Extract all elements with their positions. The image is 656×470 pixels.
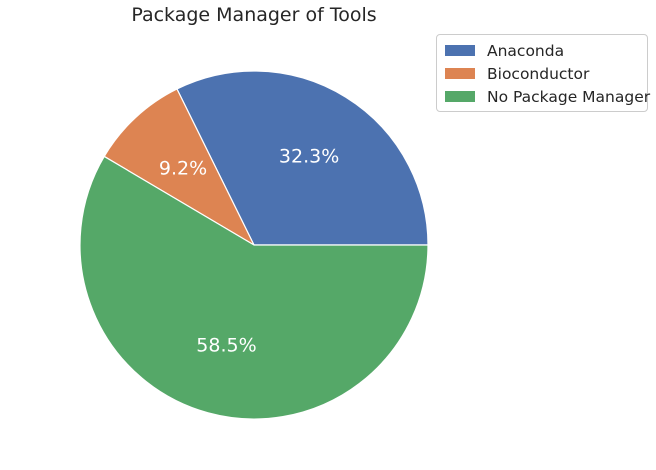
pie-label-bioconductor: 9.2% (159, 157, 207, 179)
legend-swatch (445, 45, 475, 56)
pie-slice-bioconductor (103, 88, 255, 246)
pie-slice-no-package-manager (79, 155, 429, 420)
chart-title: Package Manager of Tools (131, 4, 377, 26)
legend: Anaconda Bioconductor No Package Manager (436, 34, 650, 112)
pie-slice-anaconda (176, 70, 429, 246)
legend-swatch (445, 68, 475, 79)
legend-item-anaconda: Anaconda (445, 39, 639, 62)
legend-label: Bioconductor (487, 64, 590, 83)
legend-item-no-package-manager: No Package Manager (445, 85, 650, 108)
legend-label: No Package Manager (487, 87, 651, 106)
pie-label-no-package-manager: 58.5% (196, 335, 256, 357)
legend-swatch (445, 91, 475, 102)
pie-label-anaconda: 32.3% (279, 145, 339, 167)
legend-label: Anaconda (487, 41, 565, 60)
legend-item-bioconductor: Bioconductor (445, 62, 639, 85)
